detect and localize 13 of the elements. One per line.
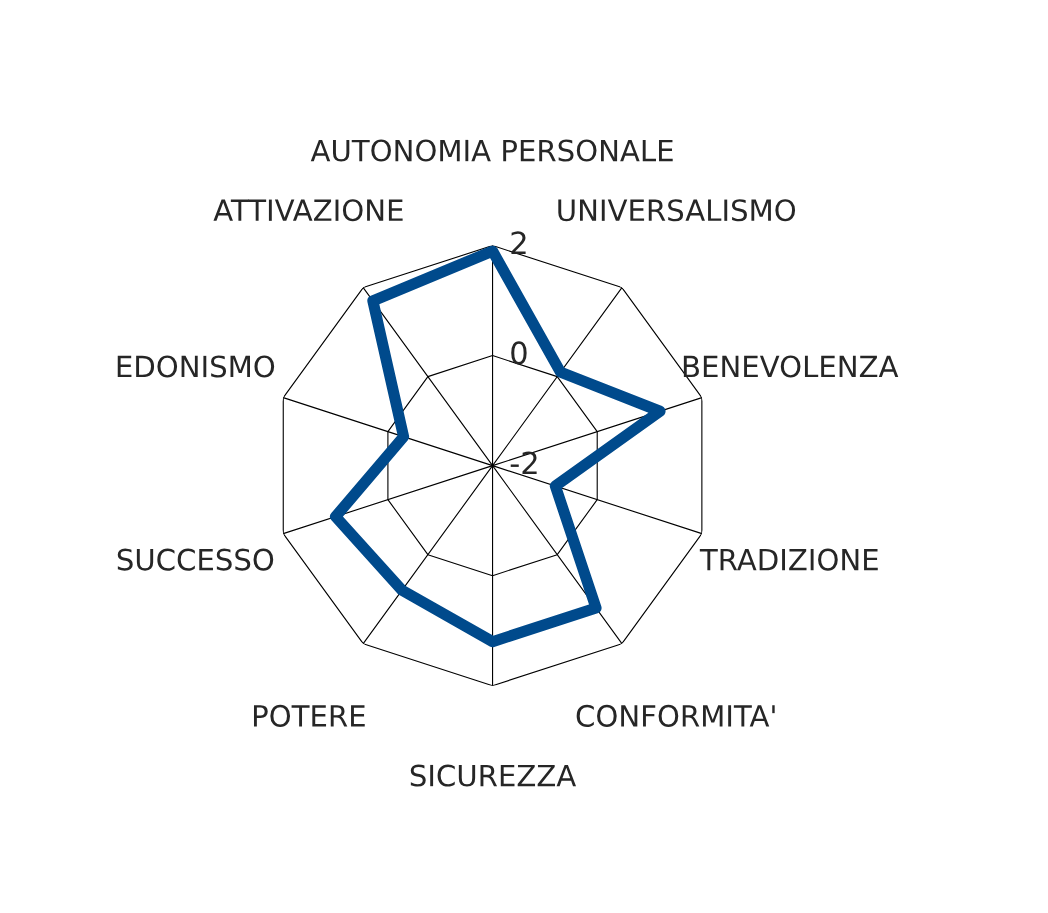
- spoke-label: CONFORMITA': [576, 704, 775, 727]
- spoke-label: BENEVOLENZA: [683, 355, 899, 378]
- y-tick-label: 0: [511, 341, 527, 365]
- spoke-label: SICUREZZA: [410, 764, 577, 787]
- y-tick-label: -2: [510, 451, 537, 475]
- spoke-label: EDONISMO: [117, 355, 275, 378]
- spoke-label: TRADIZIONE: [699, 548, 878, 571]
- y-tick-label: 2: [511, 231, 526, 254]
- spoke-label: SUCCESSO: [117, 548, 274, 571]
- spoke-label: AUTONOMIA PERSONALE: [310, 139, 673, 162]
- spoke-label: UNIVERSALISMO: [558, 199, 796, 222]
- spoke-label: ATTIVAZIONE: [213, 199, 403, 222]
- spoke-label: POTERE: [253, 704, 365, 727]
